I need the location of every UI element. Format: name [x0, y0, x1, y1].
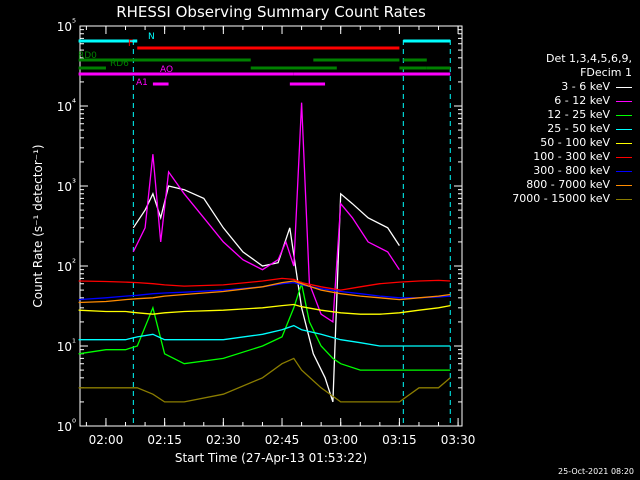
legend-swatch [616, 170, 632, 172]
legend-entry-label: 3 - 6 keV [561, 80, 610, 93]
legend-swatch [616, 198, 632, 200]
legend-entry: 800 - 7000 keV [462, 178, 632, 192]
series-line-3-6keV [132, 185, 400, 403]
legend-swatch [616, 100, 632, 102]
series-line-7000-15000keV [78, 357, 451, 403]
x-tick-label: 02:00 [89, 433, 124, 447]
legend-entry-label: 50 - 100 keV [540, 136, 610, 149]
legend-entry-label: 25 - 50 keV [547, 122, 610, 135]
series-line-800-7000keV [78, 280, 451, 304]
legend-swatch [616, 156, 632, 158]
legend-entry: 100 - 300 keV [462, 150, 632, 164]
series-line-6-12keV [132, 102, 400, 324]
legend-header-line2: FDecim 1 [580, 66, 632, 79]
legend: Det 1,3,4,5,6,9, FDecim 1 3 - 6 keV 6 - 1… [462, 52, 632, 206]
series-line-50-100keV [78, 303, 451, 315]
legend-swatch [616, 142, 632, 144]
legend-entry: 7000 - 15000 keV [462, 192, 632, 206]
x-axis-label: Start Time (27-Apr-13 01:53:22) [175, 451, 367, 465]
y-tick-label: 10² [57, 258, 76, 274]
flag-label-A1: A1 [136, 78, 148, 88]
chart-title: RHESSI Observing Summary Count Rates [116, 3, 426, 21]
legend-entry: 300 - 800 keV [462, 164, 632, 178]
y-tick-label: 10⁵ [57, 18, 76, 34]
date-stamp: 25-Oct-2021 08:20 [558, 467, 634, 476]
y-tick-label: 10¹ [57, 338, 76, 354]
legend-entry: 6 - 12 keV [462, 94, 632, 108]
flag-label-AO: AO [160, 65, 173, 75]
legend-entry-label: 300 - 800 keV [533, 164, 610, 177]
x-tick-label: 02:45 [265, 433, 300, 447]
legend-entry: 50 - 100 keV [462, 136, 632, 150]
series-line-12-25keV [78, 281, 451, 371]
flag-label-F: F [128, 39, 133, 49]
x-tick-label: 02:30 [206, 433, 241, 447]
y-tick-label: 10⁰ [57, 418, 76, 434]
flag-label-RD6: RD6 [110, 59, 129, 69]
legend-entry-label: 100 - 300 keV [533, 150, 610, 163]
legend-swatch [616, 86, 632, 88]
series-line-300-800keV [78, 281, 451, 301]
legend-entry-label: 6 - 12 keV [554, 94, 610, 107]
x-tick-label: 03:15 [382, 433, 417, 447]
plot-frame [79, 25, 463, 427]
x-tick-label: 03:30 [441, 433, 476, 447]
legend-header-line1: Det 1,3,4,5,6,9, [545, 52, 632, 65]
legend-entry: 12 - 25 keV [462, 108, 632, 122]
legend-entry: 3 - 6 keV [462, 80, 632, 94]
x-tick-label: 03:00 [323, 433, 358, 447]
y-axis-label: Count Rate (s⁻¹ detector⁻¹) [31, 144, 45, 307]
legend-entry-label: 7000 - 15000 keV [512, 192, 610, 205]
y-tick-label: 10³ [57, 178, 76, 194]
y-tick-label: 10⁴ [57, 98, 76, 114]
legend-entry-label: 800 - 7000 keV [526, 178, 610, 191]
x-tick-label: 02:15 [147, 433, 182, 447]
flag-label-N: N [148, 32, 155, 42]
legend-swatch [616, 184, 632, 186]
legend-swatch [616, 128, 632, 130]
series-line-25-50keV [78, 324, 451, 347]
legend-entry-label: 12 - 25 keV [547, 108, 610, 121]
legend-entry: 25 - 50 keV [462, 122, 632, 136]
legend-swatch [616, 114, 632, 116]
series-line-100-300keV [78, 277, 451, 291]
flag-label-RD0: RD0 [78, 51, 97, 61]
